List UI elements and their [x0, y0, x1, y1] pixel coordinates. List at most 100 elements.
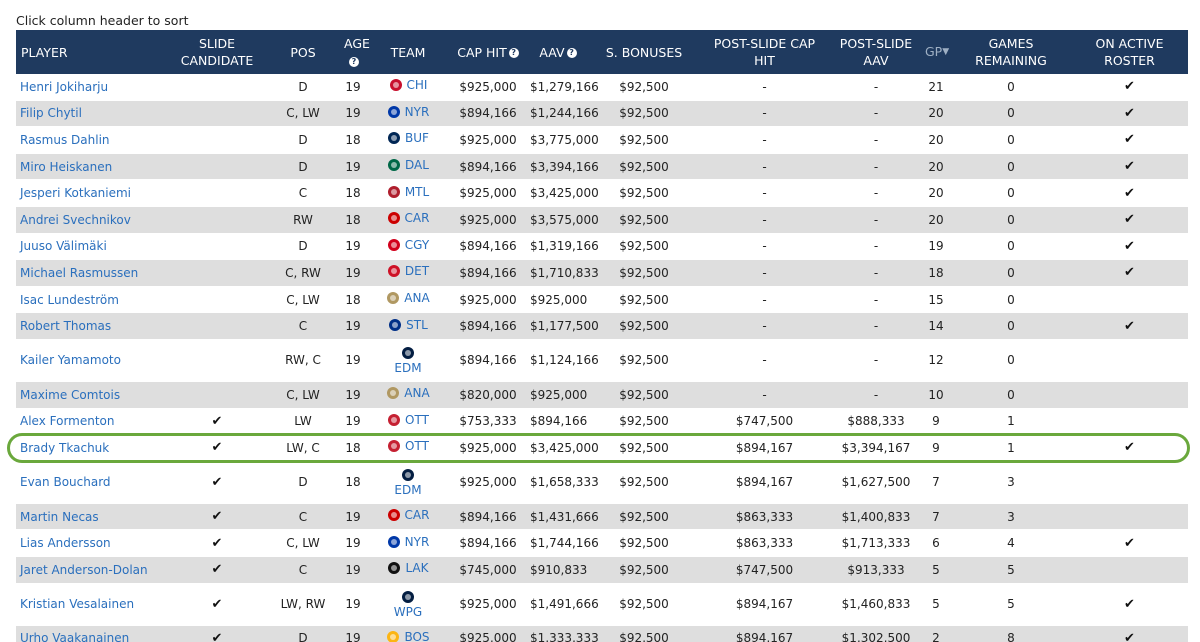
check-icon: ✔	[211, 413, 223, 429]
team-link[interactable]: LAK	[387, 561, 429, 575]
cap-hit-cell: $925,000	[450, 625, 526, 642]
player-link[interactable]: Rasmus Dahlin	[20, 132, 110, 147]
check-icon: ✔	[1124, 105, 1135, 121]
aav-cell: $1,431,666	[526, 503, 599, 531]
player-link[interactable]: Maxime Comtois	[20, 387, 121, 402]
post-slide-aav-cell: -	[831, 100, 921, 128]
check-icon: ✔	[1124, 535, 1135, 551]
team-cell: CAR	[366, 503, 450, 531]
team-link[interactable]: NYR	[387, 105, 429, 119]
header-gp[interactable]: GP▼	[921, 30, 951, 74]
pos-cell: LW	[266, 408, 340, 436]
team-link[interactable]: MTL	[387, 185, 429, 199]
age-cell: 19	[340, 381, 366, 409]
player-link[interactable]: Jaret Anderson-Dolan	[20, 562, 148, 577]
player-link[interactable]: Urho Vaakanainen	[20, 631, 130, 642]
header-slide-candidate[interactable]: SLIDE CANDIDATE	[168, 30, 266, 74]
team-link[interactable]: ANA	[386, 291, 430, 305]
post-slide-cap-hit-cell: $863,333	[698, 503, 831, 531]
header-row: PLAYER SLIDE CANDIDATE POS AGE? TEAM CAP…	[16, 30, 1188, 74]
player-link[interactable]: Isac Lundeström	[20, 292, 119, 307]
player-cell: Andrei Svechnikov	[16, 206, 168, 234]
team-link[interactable]: OTT	[387, 439, 429, 453]
age-cell: 18	[340, 461, 366, 504]
player-link[interactable]: Jesperi Kotkaniemi	[20, 186, 132, 201]
team-link[interactable]: CAR	[387, 508, 429, 522]
help-icon[interactable]: ?	[566, 48, 577, 58]
header-on-active-roster[interactable]: ON ACTIVE ROSTER	[1071, 30, 1188, 74]
on-active-roster-cell	[1071, 286, 1188, 314]
post-slide-aav-cell: -	[831, 259, 921, 287]
team-code: EDM	[394, 482, 422, 497]
slide-candidate-cell	[168, 179, 266, 207]
aav-cell: $3,775,000	[526, 126, 599, 154]
header-team[interactable]: TEAM	[366, 30, 450, 74]
team-link[interactable]: OTT	[387, 413, 429, 427]
team-cell: STL	[366, 312, 450, 340]
team-link[interactable]: CHI	[389, 78, 427, 92]
on-active-roster-cell	[1071, 408, 1188, 436]
on-active-roster-cell	[1071, 556, 1188, 584]
team-link[interactable]: NYR	[387, 534, 430, 549]
header-aav[interactable]: AAV?	[526, 30, 590, 74]
team-link[interactable]: BUF	[387, 131, 429, 145]
header-cap-hit[interactable]: CAP HIT?	[450, 30, 526, 74]
player-link[interactable]: Henri Jokiharju	[20, 79, 109, 94]
post-slide-cap-hit-cell: -	[698, 312, 831, 340]
header-post-slide-aav[interactable]: POST-SLIDE AAV	[831, 30, 921, 74]
team-link[interactable]: WPG	[394, 590, 422, 619]
player-link[interactable]: Martin Necas	[20, 509, 99, 524]
team-link[interactable]: ANA	[386, 386, 430, 400]
games-remaining-cell: 0	[951, 381, 1071, 409]
on-active-roster-cell: ✔	[1071, 100, 1188, 128]
player-link[interactable]: Michael Rasmussen	[20, 265, 139, 280]
pos-cell: C, LW	[266, 529, 340, 557]
player-link[interactable]: Miro Heiskanen	[20, 159, 113, 174]
table-row: Urho Vaakanainen ✔ D 19 BOS $925,000 $1,333,33…	[16, 625, 1188, 642]
help-icon[interactable]: ?	[508, 48, 519, 58]
team-link[interactable]: BOS	[386, 630, 430, 642]
team-link[interactable]: CAR	[387, 211, 429, 225]
check-icon: ✔	[211, 630, 223, 642]
header-player[interactable]: PLAYER	[16, 30, 168, 74]
pos-cell: LW, RW	[266, 583, 340, 626]
team-link[interactable]: DET	[387, 264, 429, 278]
player-link[interactable]: Kristian Vesalainen	[20, 597, 135, 611]
team-link[interactable]: STL	[388, 318, 428, 332]
team-link[interactable]: EDM	[394, 468, 422, 497]
gp-cell: 20	[921, 100, 951, 128]
on-active-roster-cell: ✔	[1071, 74, 1188, 101]
aav-cell: $1,244,166	[526, 100, 599, 128]
team-link[interactable]: DAL	[387, 158, 429, 172]
player-cell: Kailer Yamamoto	[16, 339, 168, 382]
header-post-slide-cap-hit[interactable]: POST-SLIDE CAP HIT	[698, 30, 831, 74]
team-link[interactable]: CGY	[387, 238, 429, 252]
player-link[interactable]: Juuso Välimäki	[20, 239, 107, 254]
player-link[interactable]: Robert Thomas	[20, 319, 112, 334]
pos-cell: D	[266, 126, 340, 154]
on-active-roster-cell	[1071, 339, 1188, 382]
check-icon: ✔	[1124, 159, 1135, 175]
sort-desc-icon: ▼	[942, 47, 950, 57]
post-slide-aav-cell: -	[831, 286, 921, 314]
player-link[interactable]: Alex Formenton	[20, 414, 115, 429]
team-code: NYR	[404, 534, 430, 549]
player-link[interactable]: Lias Andersson	[20, 536, 111, 551]
age-cell: 19	[340, 312, 366, 340]
player-link[interactable]: Filip Chytil	[20, 106, 82, 121]
header-games-remaining[interactable]: GAMES REMAINING	[951, 30, 1071, 74]
on-active-roster-cell: ✔	[1071, 312, 1188, 340]
player-link[interactable]: Andrei Svechnikov	[20, 212, 131, 227]
header-s-bonuses[interactable]: S. BONUSES	[590, 30, 698, 74]
player-link[interactable]: Kailer Yamamoto	[20, 353, 121, 368]
help-icon[interactable]: ?	[349, 56, 359, 67]
header-age[interactable]: AGE?	[340, 30, 370, 74]
post-slide-cap-hit-cell: -	[698, 179, 831, 207]
player-link[interactable]: Brady Tkachuk	[20, 440, 110, 455]
player-link[interactable]: Evan Bouchard	[20, 475, 111, 490]
aav-cell: $1,744,166	[526, 529, 599, 557]
slide-candidate-cell: ✔	[168, 408, 266, 436]
gp-cell: 21	[921, 74, 951, 101]
header-pos[interactable]: POS	[266, 30, 340, 74]
team-link[interactable]: EDM	[394, 346, 422, 375]
